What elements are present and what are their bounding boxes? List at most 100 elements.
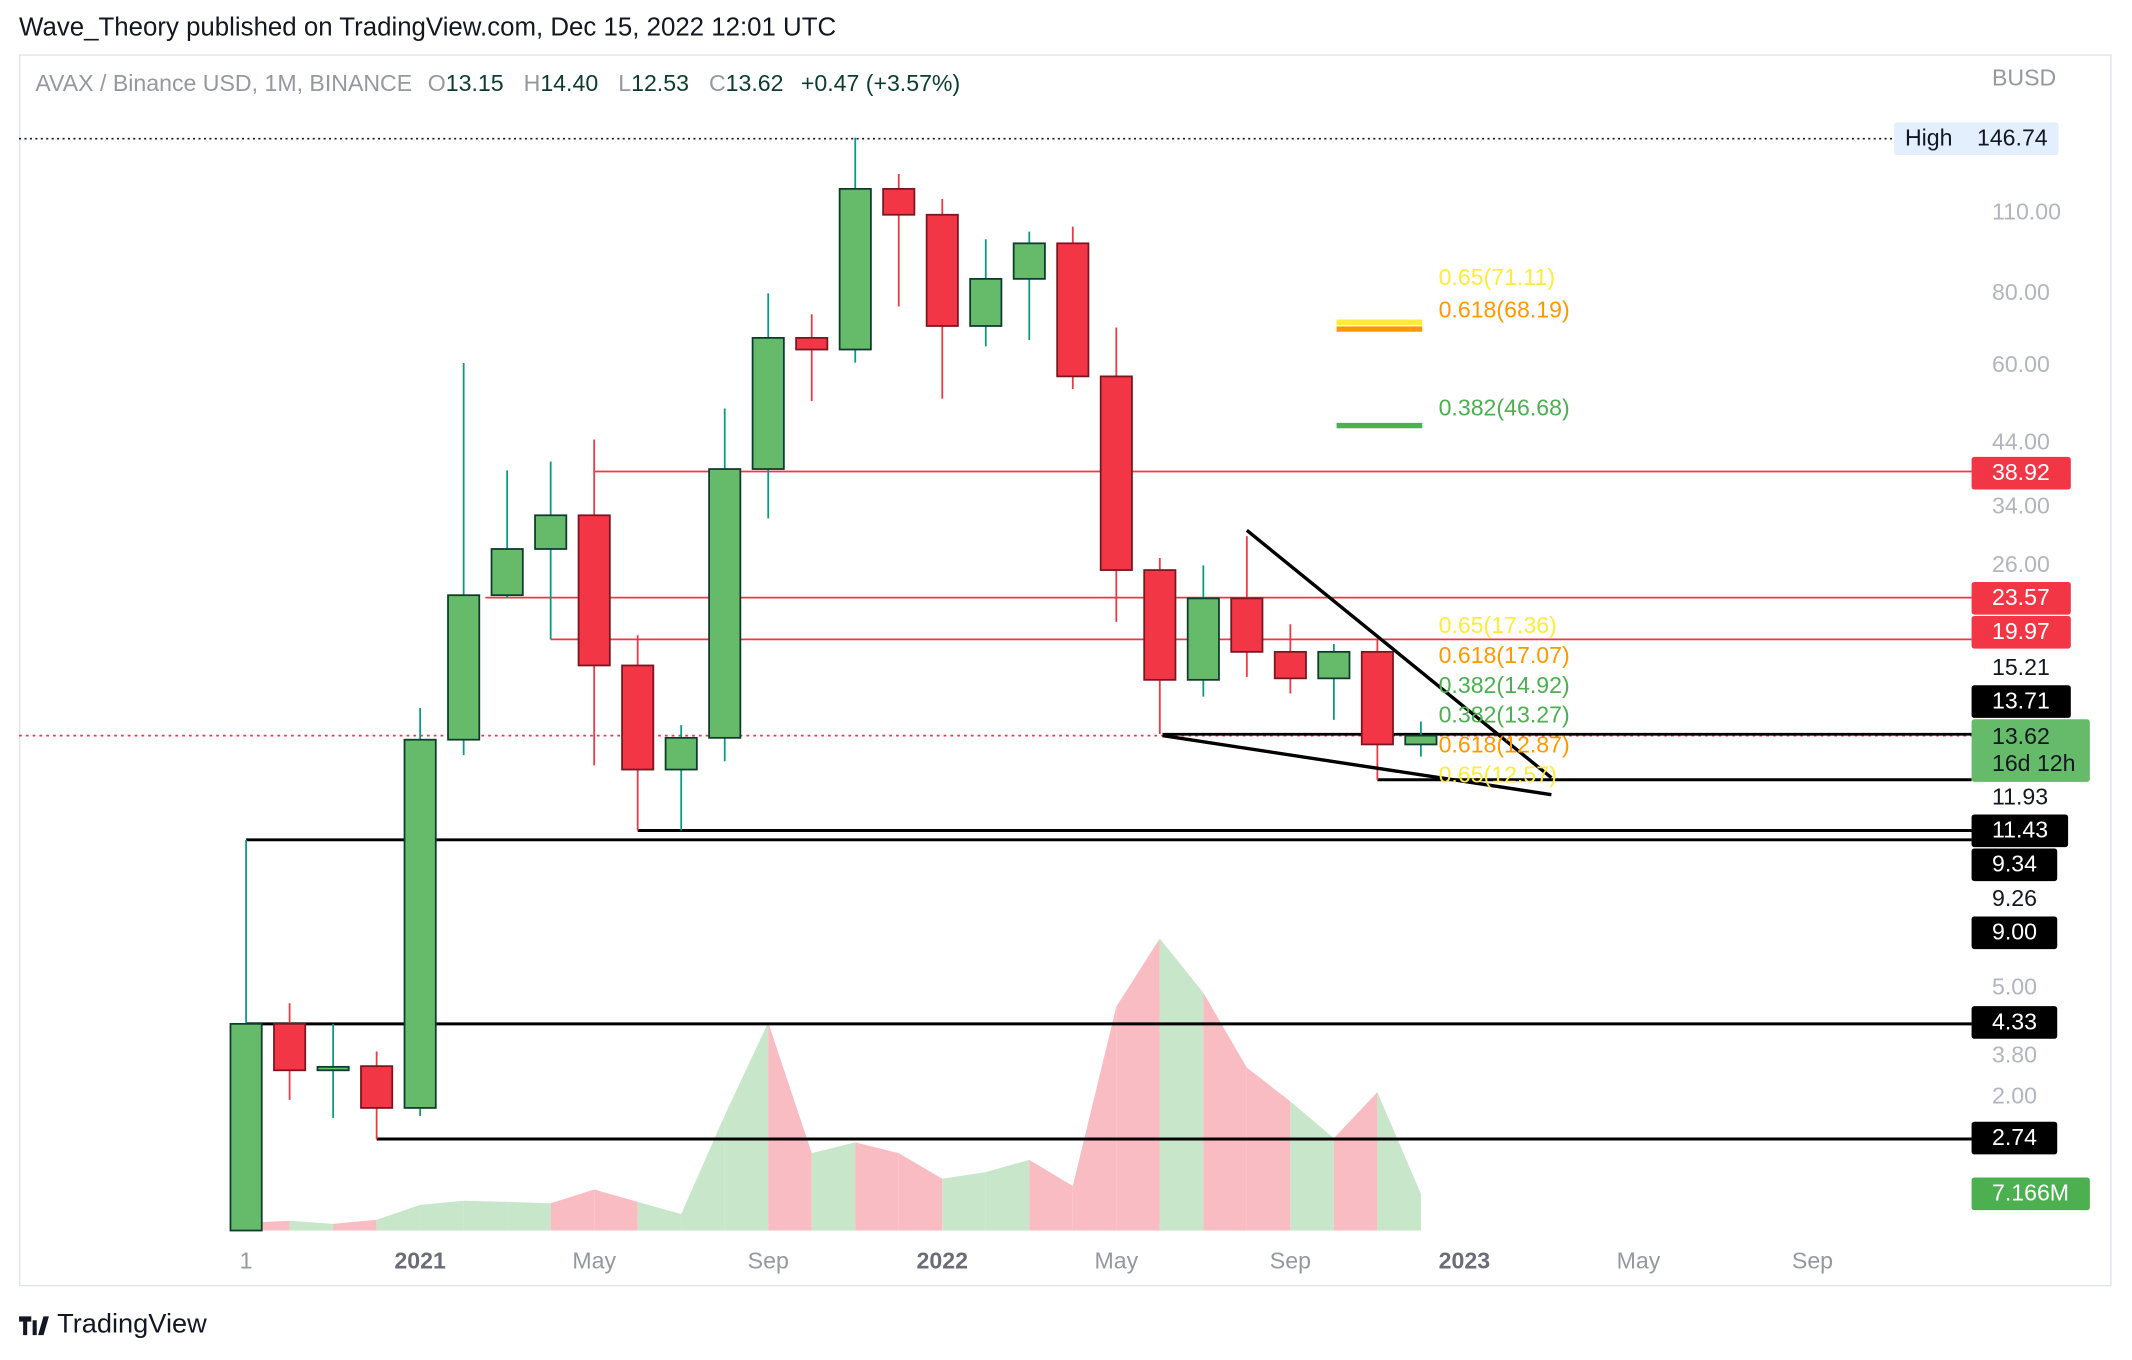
candle-body bbox=[1143, 569, 1177, 681]
volume-area-segment bbox=[898, 1153, 943, 1231]
candle-body bbox=[1230, 597, 1264, 653]
volume-area-segment bbox=[1116, 938, 1160, 1231]
volume-area-segment bbox=[550, 1189, 595, 1231]
volume-area-segment bbox=[507, 1201, 551, 1231]
high-value: 14.40 bbox=[540, 70, 599, 97]
y-axis-tick: 34.00 bbox=[1991, 492, 2050, 519]
volume-area-segment bbox=[724, 1022, 769, 1231]
candle-body bbox=[838, 187, 872, 351]
candle-body bbox=[1317, 650, 1351, 680]
volume-area-segment bbox=[681, 1115, 725, 1231]
x-axis-tick: May bbox=[572, 1248, 617, 1275]
y-axis-tick: 110.00 bbox=[1991, 199, 2061, 226]
y-axis-tick: 80.00 bbox=[1991, 279, 2050, 306]
candle-body bbox=[403, 738, 437, 1109]
volume-badge: 7.166M bbox=[1971, 1177, 2090, 1211]
x-axis-tick: May bbox=[1094, 1248, 1139, 1275]
volume-area-segment bbox=[376, 1204, 421, 1231]
volume-area-segment bbox=[463, 1200, 508, 1231]
price-level-badge: 4.33 bbox=[1971, 1006, 2058, 1039]
y-axis-tick: 15.21 bbox=[1991, 654, 2050, 681]
volume-area-segment bbox=[811, 1142, 856, 1231]
candle-body bbox=[795, 336, 829, 351]
brand-name: TradingView bbox=[57, 1309, 207, 1340]
x-axis-tick: Sep bbox=[747, 1248, 789, 1275]
candle-body bbox=[708, 468, 742, 739]
fib-label: 0.382(13.27) bbox=[1438, 702, 1570, 729]
y-axis-tick: 3.80 bbox=[1991, 1042, 2037, 1069]
price-level-badge: 38.92 bbox=[1971, 456, 2071, 490]
volume-area-segment bbox=[1377, 1092, 1421, 1231]
change-value: +0.47 (+3.57%) bbox=[800, 70, 961, 97]
low-value: 12.53 bbox=[631, 70, 689, 97]
volume-area-segment bbox=[420, 1200, 464, 1231]
y-axis-tick: 11.93 bbox=[1991, 783, 2049, 810]
volume-area-segment bbox=[289, 1220, 334, 1231]
candle-body bbox=[534, 514, 568, 550]
currency-label: BUSD bbox=[1991, 65, 2057, 92]
price-level-badge: 23.57 bbox=[1971, 581, 2071, 615]
last-price-value: 13.62 bbox=[1991, 723, 2050, 750]
volume-area-segment bbox=[333, 1219, 377, 1231]
trendline bbox=[1245, 529, 1553, 780]
volume-area-segment bbox=[637, 1201, 682, 1231]
open-value: 13.15 bbox=[445, 70, 504, 97]
volume-area-segment bbox=[1159, 938, 1204, 1231]
y-axis-tick: 26.00 bbox=[1991, 551, 2050, 578]
volume-area-segment bbox=[1029, 1159, 1073, 1231]
candle-body bbox=[751, 336, 785, 470]
x-axis-tick: May bbox=[1616, 1248, 1661, 1275]
candle-body bbox=[969, 277, 1003, 327]
high-key: H bbox=[523, 70, 541, 97]
candle-body bbox=[229, 1022, 263, 1232]
x-axis-tick: 2022 bbox=[916, 1248, 968, 1275]
symbol-title: AVAX / Binance USD, 1M, BINANCE bbox=[35, 70, 413, 97]
volume-area-segment bbox=[594, 1189, 638, 1231]
y-axis-tick: 44.00 bbox=[1991, 428, 2050, 455]
y-axis-tick: 5.00 bbox=[1991, 974, 2037, 1001]
candle-body bbox=[1012, 242, 1046, 280]
fib-label: 0.382(46.68) bbox=[1438, 394, 1570, 421]
fib-label: 0.65(12.57) bbox=[1438, 762, 1557, 788]
high-badge: High 146.74 bbox=[1894, 122, 2059, 156]
fib-label: 0.618(12.87) bbox=[1438, 732, 1570, 759]
candle-body bbox=[1056, 242, 1090, 378]
candle-countdown: 16d 12h bbox=[1991, 750, 2076, 777]
candle-body bbox=[1273, 650, 1307, 680]
candle-body bbox=[577, 514, 611, 667]
price-level-badge: 9.00 bbox=[1971, 916, 2058, 950]
fib-label: 0.618(17.07) bbox=[1438, 642, 1570, 669]
tradingview-logo[interactable]: TradingView bbox=[19, 1309, 207, 1340]
candle-body bbox=[360, 1065, 394, 1109]
trendline bbox=[1162, 733, 1552, 797]
volume-area-segment bbox=[768, 1022, 812, 1231]
high-label: High bbox=[1904, 125, 1953, 151]
last-price-badge: 13.62 16d 12h bbox=[1971, 719, 2090, 782]
price-level-badge: 19.97 bbox=[1971, 615, 2071, 649]
candle-body bbox=[882, 187, 916, 216]
close-key: C bbox=[708, 70, 726, 97]
candle-body bbox=[1099, 375, 1133, 571]
candle-body bbox=[273, 1022, 307, 1072]
candle-body bbox=[490, 548, 524, 597]
candle-body bbox=[925, 213, 959, 327]
fib-label: 0.382(14.92) bbox=[1438, 672, 1570, 699]
volume-area-segment bbox=[1072, 1006, 1117, 1231]
candle-body bbox=[1360, 650, 1394, 746]
fib-label: 0.618(68.19) bbox=[1438, 297, 1570, 323]
x-axis-tick: 1 bbox=[239, 1248, 253, 1275]
volume-area-segment bbox=[1203, 992, 1247, 1231]
candle-body bbox=[621, 664, 655, 771]
x-axis-tick: Sep bbox=[1791, 1248, 1834, 1275]
close-value: 13.62 bbox=[725, 70, 784, 97]
price-level-badge: 2.74 bbox=[1971, 1121, 2058, 1155]
candle-body bbox=[316, 1065, 350, 1072]
price-marker-badge: 13.71 bbox=[1971, 685, 2071, 718]
price-level-badge: 9.34 bbox=[1971, 848, 2058, 882]
fib-label: 0.65(17.36) bbox=[1438, 612, 1557, 639]
volume-area-segment bbox=[1333, 1092, 1378, 1231]
volume-area-segment bbox=[1290, 1101, 1334, 1231]
y-axis-tick: 9.26 bbox=[1991, 885, 2037, 912]
